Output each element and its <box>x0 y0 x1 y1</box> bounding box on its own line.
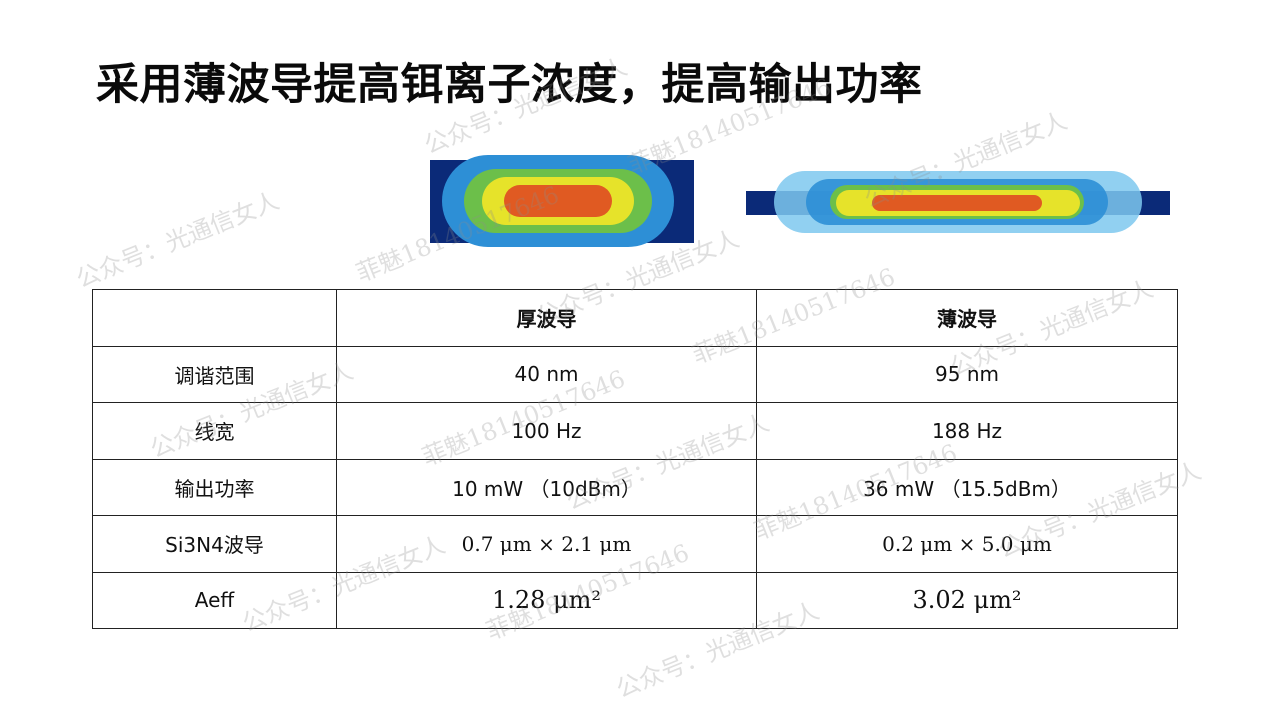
comparison-table: 厚波导 薄波导 调谐范围 40 nm 95 nm 线宽 100 Hz 188 H… <box>92 289 1178 629</box>
row-label: Si3N4波导 <box>92 515 337 573</box>
thin-mode-peak <box>872 195 1042 211</box>
watermark-account: 公众号：光通信女人 <box>72 186 284 294</box>
thin-waveguide-mode-image <box>746 171 1170 233</box>
header-thick: 厚波导 <box>336 289 757 347</box>
row-label: 线宽 <box>92 402 337 460</box>
thick-value: 1.28 μm² <box>336 571 757 629</box>
thin-value: 95 nm <box>756 345 1178 403</box>
thin-value: 188 Hz <box>756 402 1178 460</box>
table-row: Aeff 1.28 μm² 3.02 μm² <box>92 571 1178 629</box>
thick-value: 40 nm <box>336 345 757 403</box>
thick-value: 0.7 μm × 2.1 μm <box>336 515 757 573</box>
row-label: Aeff <box>92 571 337 629</box>
thick-mode-peak <box>504 185 612 217</box>
header-empty <box>92 289 337 347</box>
thick-waveguide-mode-image <box>430 155 694 247</box>
header-thin: 薄波导 <box>756 289 1178 347</box>
table-header-row: 厚波导 薄波导 <box>92 289 1178 347</box>
row-label: 调谐范围 <box>92 345 337 403</box>
thin-value: 0.2 μm × 5.0 μm <box>756 515 1178 573</box>
slide-title: 采用薄波导提高铒离子浓度，提高输出功率 <box>96 60 923 110</box>
table-row: 调谐范围 40 nm 95 nm <box>92 345 1178 403</box>
thin-value: 3.02 μm² <box>756 571 1178 629</box>
thin-value: 36 mW （15.5dBm） <box>756 458 1178 516</box>
thick-value: 10 mW （10dBm） <box>336 458 757 516</box>
thick-value: 100 Hz <box>336 402 757 460</box>
row-label: 输出功率 <box>92 458 337 516</box>
table-row: 线宽 100 Hz 188 Hz <box>92 402 1178 460</box>
table-row: Si3N4波导 0.7 μm × 2.1 μm 0.2 μm × 5.0 μm <box>92 515 1178 573</box>
table-row: 输出功率 10 mW （10dBm） 36 mW （15.5dBm） <box>92 458 1178 516</box>
